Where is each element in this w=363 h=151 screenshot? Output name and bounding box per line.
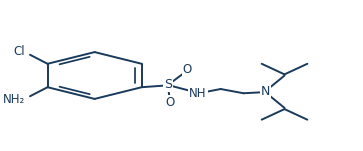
Text: O: O — [165, 96, 174, 109]
Text: O: O — [183, 63, 192, 76]
Text: N: N — [261, 85, 270, 98]
Text: Cl: Cl — [13, 45, 25, 58]
Text: NH₂: NH₂ — [3, 93, 25, 106]
Text: NH: NH — [189, 87, 207, 100]
Text: S: S — [164, 78, 172, 92]
